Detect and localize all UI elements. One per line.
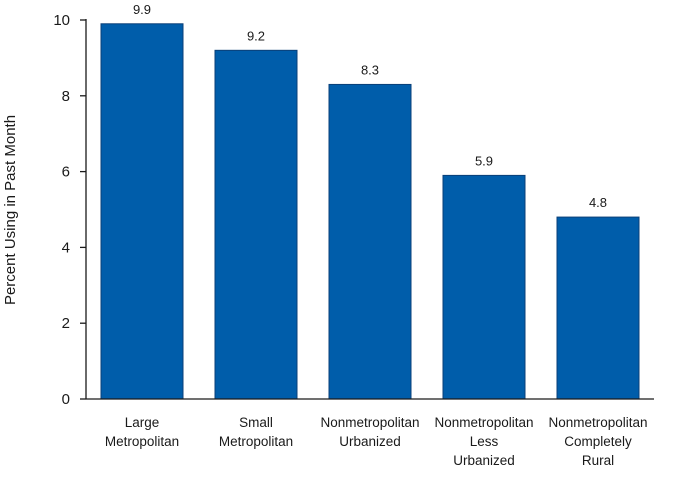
bar-data-label: 8.3 bbox=[361, 62, 379, 77]
y-tick-label: 4 bbox=[62, 239, 70, 256]
bar-data-label: 4.8 bbox=[589, 195, 607, 210]
y-axis-title: Percent Using in Past Month bbox=[2, 115, 19, 305]
x-category-label: Large bbox=[125, 415, 160, 430]
x-category-label: Metropolitan bbox=[105, 434, 179, 449]
y-axis: 0 2 4 6 8 10 bbox=[53, 12, 87, 408]
x-category-label: Metropolitan bbox=[219, 434, 293, 449]
x-category-label: Urbanized bbox=[453, 453, 515, 468]
x-category-label: Completely bbox=[564, 434, 632, 449]
x-category-label: Nonmetropolitan bbox=[320, 415, 419, 430]
bar-data-label: 5.9 bbox=[475, 153, 493, 168]
x-category-label: Rural bbox=[582, 453, 614, 468]
data-labels: 9.9 9.2 8.3 5.9 4.8 bbox=[133, 2, 607, 210]
y-tick-label: 6 bbox=[62, 164, 70, 181]
y-tick-label: 0 bbox=[62, 391, 70, 408]
x-category-label: Less bbox=[470, 434, 499, 449]
x-category-label: Nonmetropolitan bbox=[548, 415, 647, 430]
bar bbox=[442, 174, 526, 400]
x-category-label: Urbanized bbox=[339, 434, 401, 449]
bars bbox=[100, 23, 640, 400]
x-category-label: Small bbox=[239, 415, 273, 430]
category-labels: Large Metropolitan Small Metropolitan Nonmet… bbox=[105, 415, 648, 468]
bar bbox=[556, 216, 640, 400]
x-category-label: Nonmetropolitan bbox=[434, 415, 533, 430]
y-tick-label: 2 bbox=[62, 315, 70, 332]
bar bbox=[100, 23, 184, 400]
bar bbox=[328, 83, 412, 400]
bar bbox=[214, 49, 298, 400]
y-tick-label: 10 bbox=[53, 12, 70, 29]
bar-data-label: 9.2 bbox=[247, 28, 265, 43]
y-tick-label: 8 bbox=[62, 88, 70, 105]
bar-data-label: 9.9 bbox=[133, 2, 151, 17]
